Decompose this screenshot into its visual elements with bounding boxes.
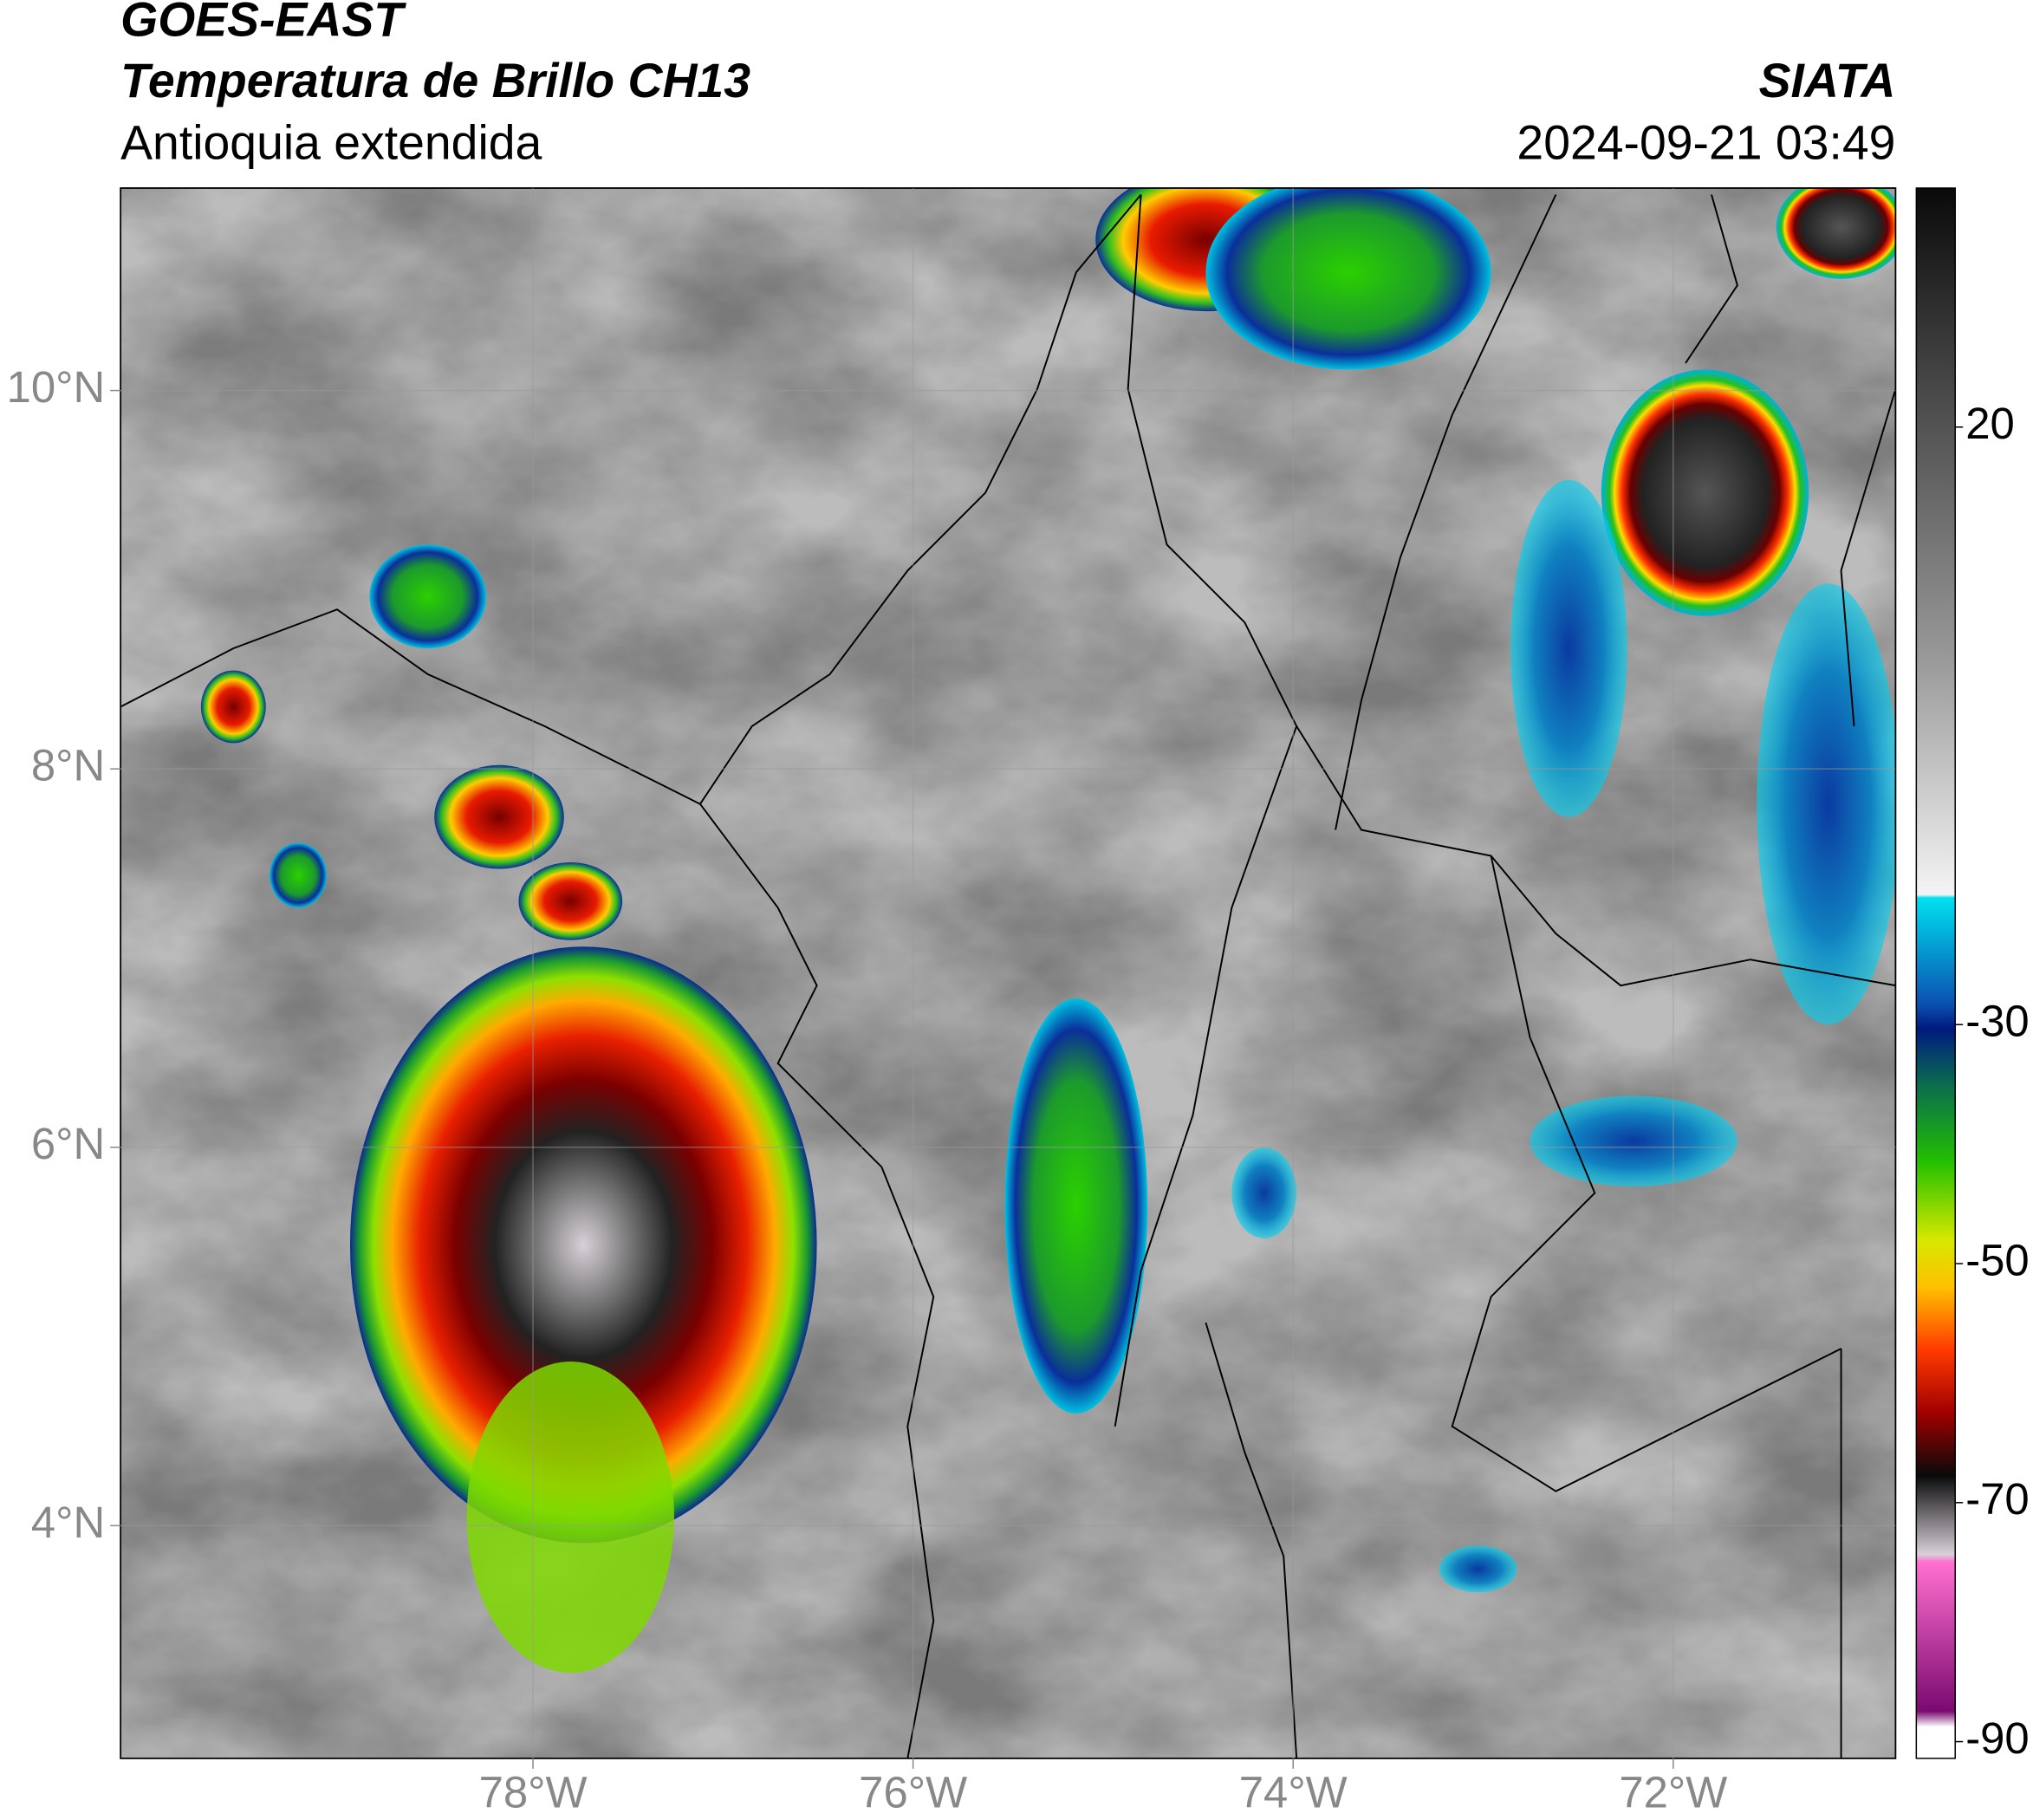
colorbar-tick-label: 20 bbox=[1965, 399, 2015, 448]
x-tick-label: 76°W bbox=[859, 1768, 967, 1817]
y-tick-label: 6°N bbox=[31, 1119, 105, 1168]
source: SIATA bbox=[1759, 54, 1896, 107]
colorbar-tick-label: -30 bbox=[1965, 997, 2030, 1046]
map-frame bbox=[120, 187, 1897, 1759]
colorbar-tick-label: -70 bbox=[1965, 1474, 2030, 1524]
timestamp: 2024-09-21 03:49 bbox=[1517, 116, 1895, 170]
colorbar-tick-label: -50 bbox=[1965, 1235, 2030, 1284]
y-tick-label: 4°N bbox=[31, 1498, 105, 1547]
colorbar-tick-label: -90 bbox=[1965, 1713, 2030, 1763]
satellite-image bbox=[120, 188, 1896, 1758]
title: GOES-EAST bbox=[120, 0, 406, 47]
subtitle: Temperatura de Brillo CH13 bbox=[120, 54, 750, 107]
y-tick-label: 8°N bbox=[31, 741, 105, 790]
x-tick-label: 74°W bbox=[1239, 1768, 1348, 1817]
x-tick-label: 72°W bbox=[1619, 1768, 1727, 1817]
y-tick-label: 10°N bbox=[7, 362, 106, 412]
region: Antioquia extendida bbox=[120, 116, 542, 170]
x-tick-label: 78°W bbox=[479, 1768, 588, 1817]
colorbar bbox=[1915, 187, 1956, 1759]
